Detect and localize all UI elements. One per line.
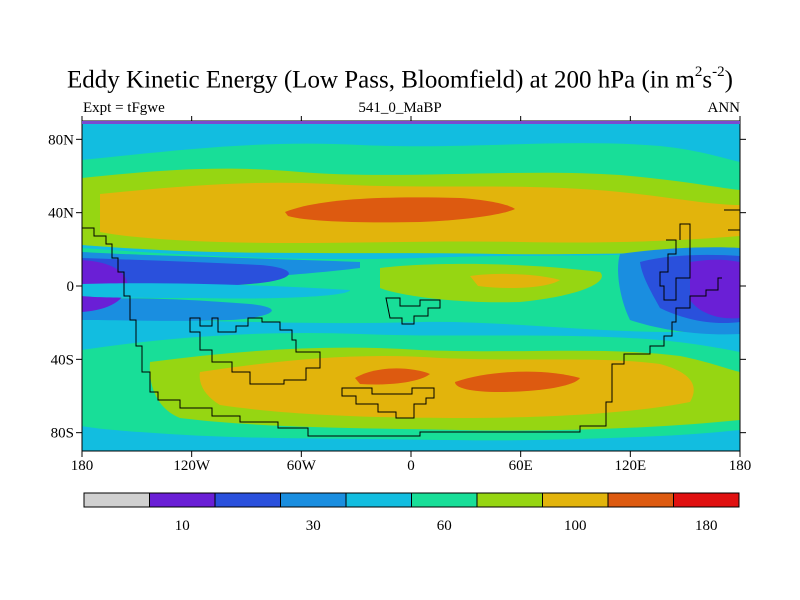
lat-tick-label: 40N — [48, 206, 74, 222]
colorbar-box — [607, 492, 674, 508]
ekein-contour-field — [82, 121, 740, 451]
lon-tick-label: 180 — [729, 458, 752, 474]
colorbar-box — [673, 492, 740, 508]
colorbar-box — [411, 492, 478, 508]
map-title: Eddy Kinetic Energy (Low Pass, Bloomfiel… — [67, 64, 733, 94]
coastlines — [82, 209, 740, 437]
colorbar-label: 100 — [564, 518, 587, 534]
lon-tick-label: 60E — [509, 458, 533, 474]
lon-tick-label: 180 — [71, 458, 94, 474]
lon-tick-label: 120W — [173, 458, 211, 474]
lat-tick-label: 80S — [51, 426, 74, 442]
colorbar-label: 10 — [175, 518, 190, 534]
colorbar-box — [214, 492, 281, 508]
lat-tick-label: 40S — [51, 352, 74, 368]
season-label: ANN — [707, 100, 741, 116]
axis-ticks: 180 120W 60W 0 60E 120E 180 80N 40N 0 40S 80S — [48, 116, 751, 474]
colorbar-box — [83, 492, 150, 508]
lon-tick-label: 60W — [287, 458, 317, 474]
experiment-label: Expt = tFgwe — [83, 100, 165, 116]
colorbar-box — [345, 492, 412, 508]
colorbar-box — [542, 492, 609, 508]
lon-tick-label: 120E — [614, 458, 646, 474]
colorbar-box — [280, 492, 347, 508]
colorbar-label: 60 — [437, 518, 452, 534]
colorbar-label: 30 — [306, 518, 321, 534]
colorbar-box — [149, 492, 216, 508]
colorbar-label: 180 — [695, 518, 718, 534]
lat-tick-label: 80N — [48, 132, 74, 148]
top-edge-band — [82, 121, 740, 124]
colorbar-box — [476, 492, 543, 508]
run-id-label: 541_0_MaBP — [358, 100, 442, 116]
lon-tick-label: 0 — [407, 458, 415, 474]
lat-tick-label: 0 — [67, 279, 75, 295]
colorbar: 10 30 60 100 180 — [83, 492, 740, 534]
